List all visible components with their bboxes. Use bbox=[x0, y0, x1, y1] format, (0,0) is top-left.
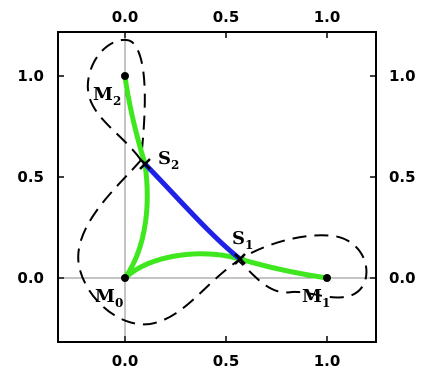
x-tick-label-top: 1.0 bbox=[314, 8, 341, 26]
y-tick-label-left: 0.0 bbox=[17, 269, 44, 287]
x-tick-label-bottom: 0.5 bbox=[213, 352, 240, 370]
label-m0: M0 bbox=[95, 286, 123, 310]
dashed-boundary-curve bbox=[77, 38, 368, 326]
plot-frame bbox=[57, 31, 377, 343]
blue-segment-s2-s1 bbox=[142, 161, 243, 262]
geodesic-m0-s1 bbox=[122, 251, 243, 281]
y-tick-label-right: 0.0 bbox=[389, 269, 416, 287]
tick-marks bbox=[58, 32, 376, 342]
x-tick-label-bottom: 0.0 bbox=[112, 352, 139, 370]
geodesic-m2-s2 bbox=[122, 73, 148, 167]
x-tick-label-bottom: 1.0 bbox=[314, 352, 341, 370]
y-tick-label-right: 0.5 bbox=[389, 168, 416, 186]
x-tick-label-top: 0.0 bbox=[112, 8, 139, 26]
label-s1: S1 bbox=[232, 228, 253, 252]
label-m1: M1 bbox=[302, 286, 330, 310]
label-s2: S2 bbox=[158, 148, 179, 172]
m2-dot bbox=[121, 72, 129, 80]
geodesic-s1-m1 bbox=[237, 256, 330, 281]
m0-dot bbox=[121, 274, 129, 282]
m1-dot bbox=[323, 274, 331, 282]
s1-cross bbox=[234, 253, 246, 265]
s2-cross bbox=[139, 158, 151, 170]
x-tick-label-top: 0.5 bbox=[213, 8, 240, 26]
geodesic-s2-m0 bbox=[122, 161, 150, 281]
y-tick-label-left: 0.5 bbox=[17, 168, 44, 186]
label-m2: M2 bbox=[93, 84, 121, 108]
y-tick-label-left: 1.0 bbox=[17, 67, 44, 85]
y-tick-label-right: 1.0 bbox=[389, 67, 416, 85]
